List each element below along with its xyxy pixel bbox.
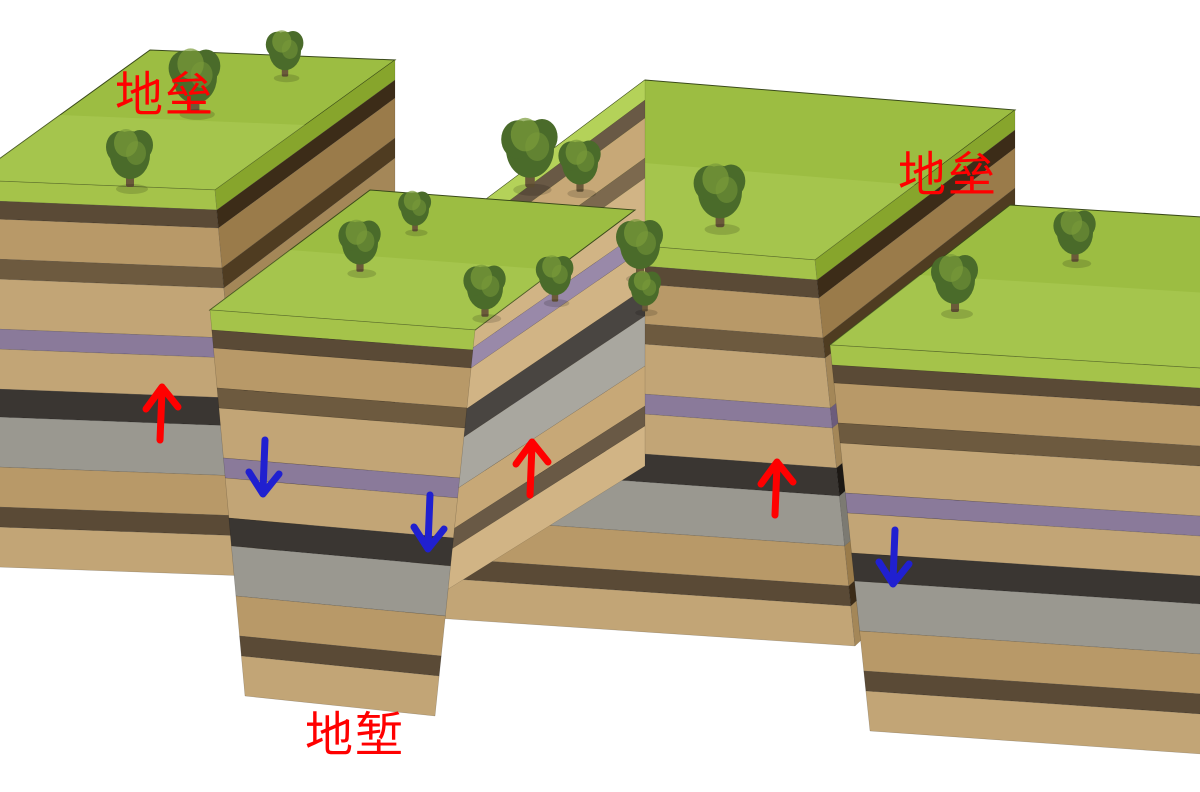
label-horst-left: 地垒 (115, 55, 215, 125)
label-graben: 地堑 (305, 695, 405, 765)
label-horst-right: 地垒 (898, 135, 998, 205)
